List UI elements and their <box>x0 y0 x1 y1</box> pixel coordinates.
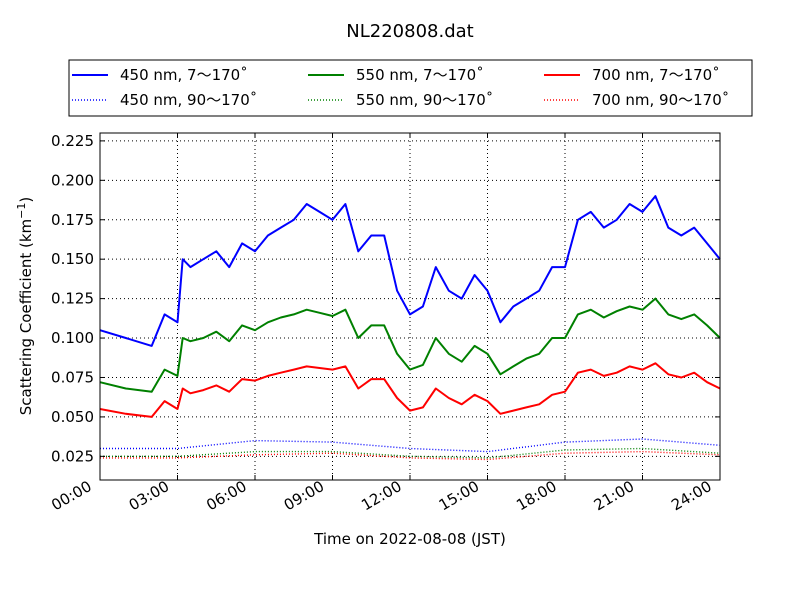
legend-entry-label: 700 nm, 7～170˚ <box>592 66 720 84</box>
y-tick-label: 0.075 <box>51 368 94 386</box>
legend-frame <box>68 59 753 117</box>
series-line <box>99 297 721 393</box>
legend-entry-label: 550 nm, 7～170˚ <box>356 66 484 84</box>
x-tick-label: 12:00 <box>358 477 404 514</box>
y-axis-label: Scattering Coefficient (km−1) <box>15 197 35 416</box>
y-tick-label: 0.150 <box>51 250 94 268</box>
series-line <box>99 195 721 347</box>
ticks: 00:00 03:00 06:00 09:00 12:00 15:00 18:00 21:00… <box>48 132 721 514</box>
series-line <box>99 362 721 418</box>
chart-title: NL220808.dat <box>346 21 473 42</box>
y-tick-label: 0.125 <box>51 290 94 308</box>
x-tick-label: 06:00 <box>203 477 249 514</box>
x-tick-label: 00:00 <box>48 477 94 514</box>
y-tick-label: 0.025 <box>51 447 94 465</box>
y-tick-label: 0.050 <box>51 408 94 426</box>
series-layer <box>99 195 721 461</box>
legend: 450 nm, 7～170˚ 450 nm, 90～170˚ 550 nm, 7～1… <box>68 59 753 117</box>
x-tick-label: 09:00 <box>281 477 327 514</box>
x-tick-label: 18:00 <box>513 477 559 514</box>
legend-entry-label: 700 nm, 90～170˚ <box>592 91 729 109</box>
x-tick-label: 21:00 <box>591 477 637 514</box>
y-tick-label: 0.200 <box>51 171 94 189</box>
y-tick-label: 0.225 <box>51 132 94 150</box>
y-tick-label: 0.100 <box>51 329 94 347</box>
legend-entry-label: 450 nm, 90～170˚ <box>120 91 257 109</box>
legend-entry-label: 450 nm, 7～170˚ <box>120 66 248 84</box>
x-tick-label: 15:00 <box>436 477 482 514</box>
x-tick-label: 03:00 <box>126 477 172 514</box>
y-tick-label: 0.175 <box>51 211 94 229</box>
x-tick-label: 24:00 <box>668 477 714 514</box>
x-axis-label: Time on 2022-08-08 (JST) <box>313 530 506 548</box>
legend-entry-label: 550 nm, 90～170˚ <box>356 91 493 109</box>
